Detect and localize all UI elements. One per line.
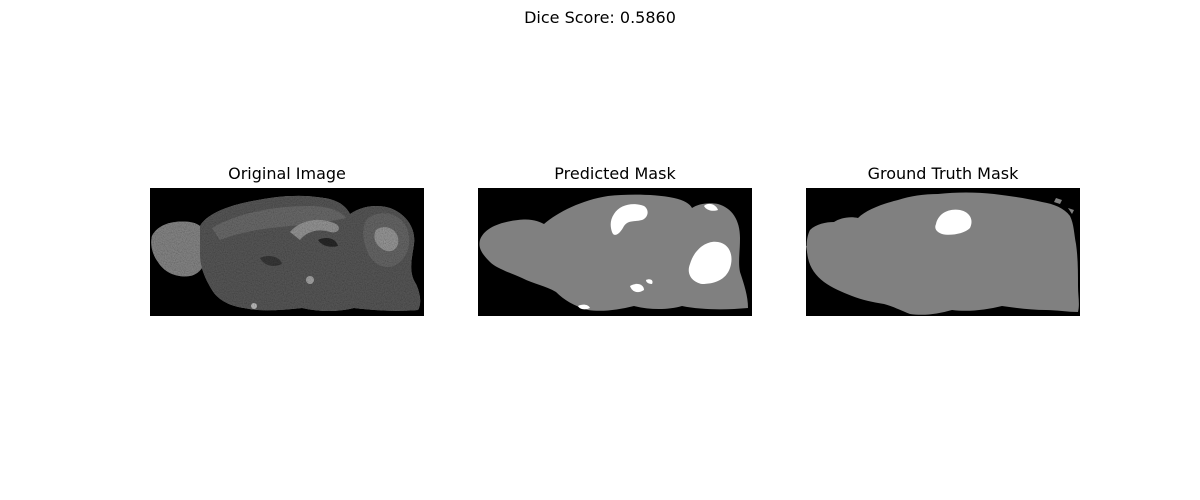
original-image [150, 188, 424, 316]
original-image-title: Original Image [228, 164, 346, 183]
ground-truth-mask-graphic [806, 188, 1080, 316]
figure-title: Dice Score: 0.5860 [524, 8, 676, 27]
predicted-mask [478, 188, 752, 316]
predicted-mask-title: Predicted Mask [554, 164, 676, 183]
ground-truth-mask [806, 188, 1080, 316]
predicted-mask-graphic [478, 188, 752, 316]
ground-truth-mask-title: Ground Truth Mask [867, 164, 1019, 183]
original-image-graphic [150, 188, 424, 316]
